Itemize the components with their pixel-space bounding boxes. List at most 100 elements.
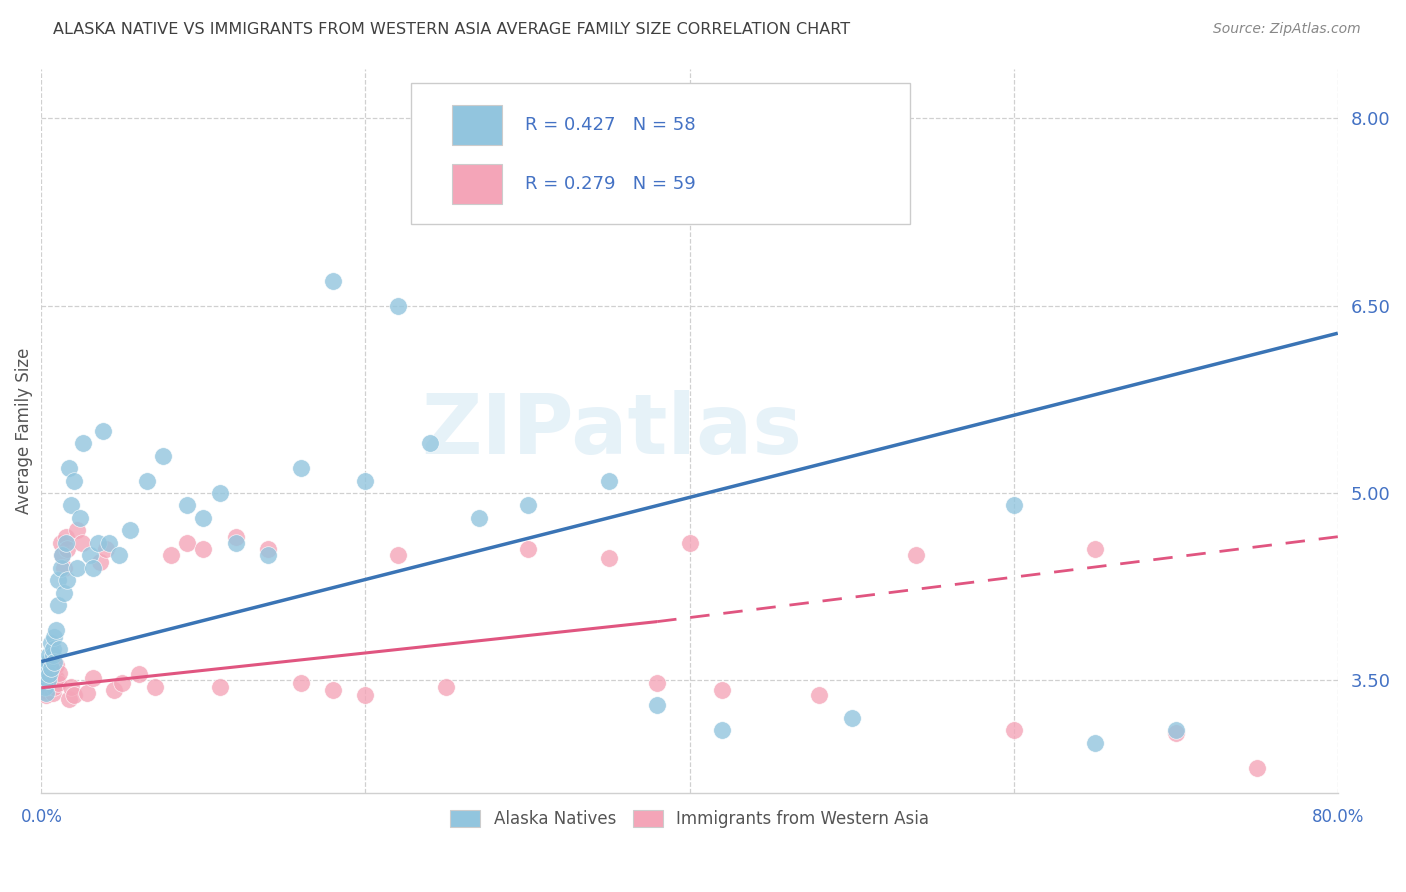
Point [645, 675, 668, 690]
Point [152, 449, 174, 463]
Point [208, 486, 231, 500]
Point [1164, 725, 1187, 739]
Point [44, 630, 66, 644]
Point [516, 499, 538, 513]
Point [468, 511, 491, 525]
Point [58, 692, 80, 706]
Point [290, 675, 312, 690]
Point [37, 661, 59, 675]
Point [62, 688, 84, 702]
Point [34, 667, 56, 681]
Point [257, 549, 280, 563]
Point [225, 536, 247, 550]
Point [176, 499, 198, 513]
Point [678, 536, 700, 550]
Point [62, 474, 84, 488]
Point [1084, 736, 1107, 750]
Point [58, 461, 80, 475]
Point [160, 549, 183, 563]
Point [59, 680, 82, 694]
Point [322, 683, 344, 698]
Point [841, 711, 863, 725]
Point [46, 675, 69, 690]
Point [48, 642, 70, 657]
Point [49, 561, 72, 575]
Point [66, 524, 89, 538]
Text: Source: ZipAtlas.com: Source: ZipAtlas.com [1213, 22, 1361, 37]
Point [44, 663, 66, 677]
Point [35, 667, 58, 681]
Point [44, 655, 66, 669]
Text: 80.0%: 80.0% [1312, 807, 1364, 826]
Bar [453, 164, 502, 204]
Point [34, 673, 56, 688]
Point [35, 688, 58, 702]
Point [516, 542, 538, 557]
Point [45, 658, 67, 673]
Point [257, 542, 280, 557]
Point [32, 675, 55, 690]
Point [38, 648, 60, 663]
Point [436, 680, 458, 694]
Point [39, 667, 62, 681]
Point [46, 574, 69, 588]
Point [35, 686, 58, 700]
Point [1246, 761, 1268, 775]
Point [1002, 499, 1025, 513]
Text: R = 0.279   N = 59: R = 0.279 N = 59 [524, 175, 696, 193]
Point [72, 436, 94, 450]
Point [96, 542, 118, 557]
Point [711, 723, 734, 738]
Point [128, 667, 150, 681]
Point [45, 671, 67, 685]
Point [193, 511, 215, 525]
Text: ZIPatlas: ZIPatlas [422, 390, 803, 471]
Text: 0.0%: 0.0% [21, 807, 62, 826]
Point [598, 474, 620, 488]
Point [135, 474, 157, 488]
Point [89, 555, 111, 569]
Point [32, 673, 55, 688]
Point [37, 655, 59, 669]
Point [51, 549, 73, 563]
Point [41, 686, 63, 700]
Point [49, 536, 72, 550]
Point [598, 550, 620, 565]
Point [39, 675, 62, 690]
Point [91, 424, 114, 438]
Point [354, 688, 377, 702]
FancyBboxPatch shape [411, 83, 910, 224]
Point [37, 673, 59, 688]
Point [55, 536, 77, 550]
Text: R = 0.427   N = 58: R = 0.427 N = 58 [524, 116, 696, 134]
Bar [453, 104, 502, 145]
Point [905, 549, 928, 563]
Point [290, 461, 312, 475]
Point [39, 661, 62, 675]
Point [51, 549, 73, 563]
Point [79, 549, 101, 563]
Point [59, 499, 82, 513]
Point [354, 474, 377, 488]
Legend: Alaska Natives, Immigrants from Western Asia: Alaska Natives, Immigrants from Western … [443, 804, 935, 835]
Point [108, 549, 131, 563]
Point [76, 686, 98, 700]
Y-axis label: Average Family Size: Average Family Size [15, 347, 32, 514]
Text: ALASKA NATIVE VS IMMIGRANTS FROM WESTERN ASIA AVERAGE FAMILY SIZE CORRELATION CH: ALASKA NATIVE VS IMMIGRANTS FROM WESTERN… [53, 22, 851, 37]
Point [41, 648, 63, 663]
Point [387, 549, 409, 563]
Point [34, 683, 56, 698]
Point [41, 661, 63, 675]
Point [208, 680, 231, 694]
Point [193, 542, 215, 557]
Point [98, 536, 121, 550]
Point [45, 624, 67, 638]
Point [53, 561, 76, 575]
Point [53, 586, 76, 600]
Point [69, 511, 91, 525]
Point [55, 530, 77, 544]
Point [35, 661, 58, 675]
Point [41, 642, 63, 657]
Point [82, 671, 104, 685]
Point [111, 675, 134, 690]
